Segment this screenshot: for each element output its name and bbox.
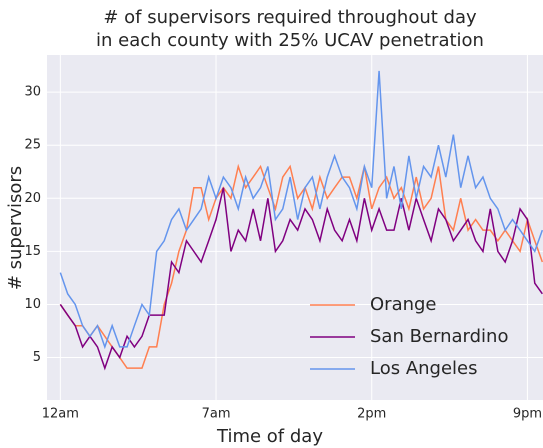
x-tick-label: 2pm [357,407,386,422]
x-tick-label: 9pm [513,407,542,422]
y-tick-label: 30 [24,85,41,100]
y-tick-label: 10 [24,297,41,312]
legend-label: San Bernardino [370,326,508,347]
y-tick-label: 5 [33,350,41,365]
x-tick-label: 7am [202,407,231,422]
y-tick-label: 25 [24,138,41,153]
series-line [59,187,543,371]
y-tick-label: 20 [24,191,41,206]
chart-title: # of supervisors required throughout day [103,7,477,28]
y-tick-label: 15 [24,244,41,259]
y-axis-label: # supervisors [5,166,26,290]
series-line [59,70,543,350]
legend-label: Los Angeles [370,358,478,379]
chart-title: in each county with 25% UCAV penetration [96,30,484,51]
series-line [59,163,543,369]
legend-label: Orange [370,294,437,315]
x-axis-label: Time of day [216,426,323,447]
x-tick-label: 12am [42,407,79,422]
